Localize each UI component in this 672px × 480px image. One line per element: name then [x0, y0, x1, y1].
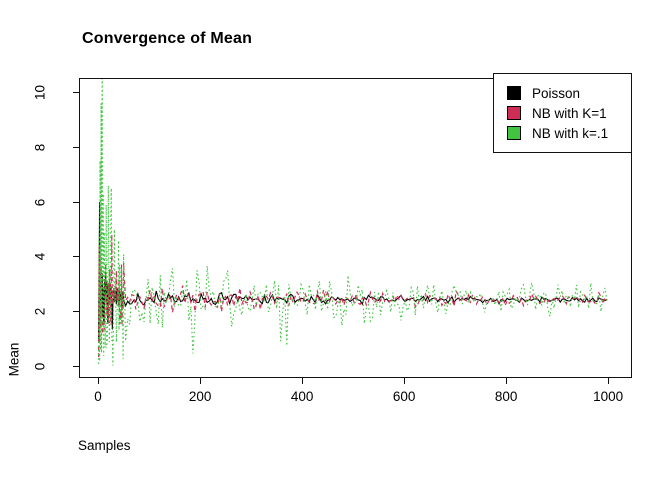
x-tick-label: 600 — [392, 389, 416, 404]
x-tick-label: 0 — [94, 389, 102, 404]
x-axis-tick — [505, 378, 507, 384]
y-axis-tick — [73, 311, 79, 313]
x-tick-label: 1000 — [593, 389, 624, 404]
x-axis-tick — [403, 378, 405, 384]
y-axis-tick — [73, 146, 79, 148]
x-axis-tick — [301, 378, 303, 384]
x-axis-tick — [97, 378, 99, 384]
x-axis-tick — [199, 378, 201, 384]
x-tick-label: 800 — [494, 389, 518, 404]
nb-k1-swatch-icon — [507, 106, 521, 120]
y-axis-tick — [73, 366, 79, 368]
y-tick-label: 2 — [32, 308, 48, 316]
legend-label: NB with K=1 — [532, 105, 607, 121]
x-tick-label: 200 — [188, 389, 212, 404]
legend-item-nb-k01: NB with k=.1 — [507, 123, 631, 143]
legend-box: Poisson NB with K=1 NB with k=.1 — [493, 73, 632, 153]
y-axis-tick — [73, 91, 79, 93]
y-tick-label: 6 — [32, 198, 48, 206]
x-tick-label: 400 — [290, 389, 314, 404]
y-axis-label: Mean — [6, 342, 22, 377]
chart-title: Convergence of Mean — [82, 30, 253, 47]
legend-label: Poisson — [532, 85, 581, 101]
legend-item-nb-k1: NB with K=1 — [507, 103, 631, 123]
plot-area — [98, 78, 608, 366]
x-axis-tick — [607, 378, 609, 384]
y-axis-tick — [73, 201, 79, 203]
y-axis-tick — [73, 256, 79, 258]
y-tick-label: 4 — [32, 253, 48, 261]
y-tick-label: 10 — [32, 84, 48, 100]
legend-label: NB with k=.1 — [532, 125, 609, 141]
legend-item-poisson: Poisson — [507, 83, 631, 103]
nb-k01-swatch-icon — [507, 126, 521, 140]
y-tick-label: 8 — [32, 143, 48, 151]
nb-with-k-1-series-line — [98, 234, 608, 358]
poisson-swatch-icon — [507, 86, 521, 100]
y-tick-label: 0 — [32, 362, 48, 371]
poisson-series-line — [98, 202, 608, 340]
x-axis-label: Samples — [78, 438, 131, 453]
